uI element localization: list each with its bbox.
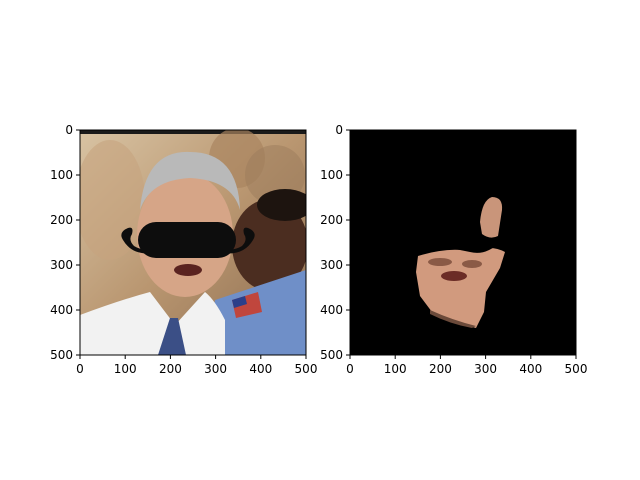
left-xtick-label-400: 400 [249,362,272,376]
right-axes-frame [349,129,577,356]
left-ytick-label-300: 300 [50,258,73,272]
right-xtick-label-0: 0 [346,362,354,376]
right-xtick-label-300: 300 [474,362,497,376]
right-ytick-label-0: 0 [335,123,343,137]
right-ytick-label-500: 500 [320,348,343,362]
right-image-panel [350,130,576,355]
left-image-panel [80,130,306,355]
right-ytick-label-300: 300 [320,258,343,272]
right-ytick-label-100: 100 [320,168,343,182]
right-xtick-label-500: 500 [565,362,588,376]
left-ytick-label-100: 100 [50,168,73,182]
left-xtick-label-0: 0 [76,362,84,376]
right-ytick-label-200: 200 [320,213,343,227]
right-xtick-label-200: 200 [429,362,452,376]
left-xtick-label-100: 100 [114,362,137,376]
left-xtick-label-200: 200 [159,362,182,376]
left-xtick-label-500: 500 [295,362,318,376]
left-xtick-label-300: 300 [204,362,227,376]
right-xtick-label-400: 400 [519,362,542,376]
right-ytick-label-400: 400 [320,303,343,317]
left-axes-frame [79,129,307,356]
left-ytick-label-500: 500 [50,348,73,362]
left-ytick-label-400: 400 [50,303,73,317]
left-ytick-label-0: 0 [65,123,73,137]
left-ytick-label-200: 200 [50,213,73,227]
right-xtick-label-100: 100 [384,362,407,376]
